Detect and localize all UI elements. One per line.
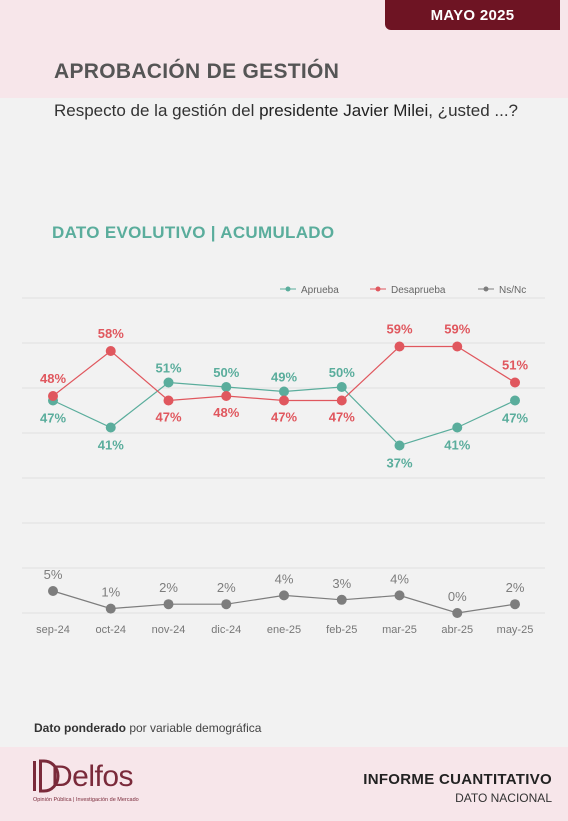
data-point <box>336 395 347 406</box>
page-title: APROBACIÓN DE GESTIÓN <box>54 60 340 83</box>
delfos-logo-icon <box>33 759 60 793</box>
data-point <box>336 382 347 392</box>
x-tick-label: oct-24 <box>95 624 126 636</box>
data-point <box>452 608 463 618</box>
data-point <box>510 377 520 388</box>
question-emphasis: presidente Javier Milei <box>259 101 428 120</box>
data-point <box>48 586 58 596</box>
data-label: 4% <box>390 571 409 586</box>
footnote: Dato ponderado por variable demográfica <box>34 721 261 735</box>
data-label: 50% <box>213 365 239 380</box>
legend-swatch-dot <box>285 286 291 292</box>
data-point <box>105 422 116 433</box>
section-title-main: DATO EVOLUTIVO <box>52 223 206 242</box>
data-label: 0% <box>448 589 467 604</box>
data-label: 47% <box>502 411 528 426</box>
data-point <box>163 377 174 388</box>
legend-label: Aprueba <box>301 285 339 296</box>
data-point <box>452 341 463 352</box>
footnote-bold: Dato ponderado <box>34 721 126 735</box>
data-label: 47% <box>271 410 297 425</box>
data-point <box>336 594 347 605</box>
legend-swatch-dot <box>375 286 381 292</box>
x-tick-label: dic-24 <box>211 624 241 636</box>
data-label: 49% <box>271 370 297 385</box>
data-point <box>394 341 405 352</box>
x-tick-label: mar-25 <box>382 624 417 636</box>
x-tick-label: ene-25 <box>267 624 301 636</box>
data-point <box>279 386 289 397</box>
x-tick-label: sep-24 <box>36 624 70 636</box>
data-point <box>510 599 520 610</box>
data-point <box>105 603 116 614</box>
data-label: 51% <box>502 358 528 373</box>
question-prefix: Respecto de la gestión del <box>54 101 260 120</box>
data-label: 51% <box>155 361 181 376</box>
section-title-sub: ACUMULADO <box>220 223 335 242</box>
data-label: 59% <box>444 322 470 337</box>
data-label: 47% <box>40 411 66 426</box>
data-label: 47% <box>329 410 355 425</box>
data-label: 59% <box>386 322 412 337</box>
data-label: 1% <box>101 585 120 600</box>
data-point <box>394 590 405 601</box>
data-label: 3% <box>332 576 351 591</box>
x-tick-label: feb-25 <box>326 624 357 636</box>
x-tick-label: nov-24 <box>152 624 186 636</box>
data-point <box>452 422 463 433</box>
data-label: 50% <box>329 365 355 380</box>
data-label: 5% <box>44 567 63 582</box>
legend-label: Ns/Nc <box>499 285 526 296</box>
survey-question: Respecto de la gestión del presidente Ja… <box>54 101 518 121</box>
data-point <box>279 395 289 406</box>
footnote-rest: por variable demográfica <box>126 721 262 735</box>
month-badge: MAYO 2025 <box>385 0 560 30</box>
data-label: 41% <box>444 438 470 453</box>
data-point <box>48 391 58 401</box>
question-suffix: , ¿usted ...? <box>428 101 518 120</box>
x-tick-label: abr-25 <box>441 624 473 636</box>
report-subtitle: DATO NACIONAL <box>455 791 552 805</box>
logo-wordmark: Delfos <box>51 760 134 793</box>
data-label: 4% <box>275 571 294 586</box>
data-point <box>105 346 116 356</box>
logo-tagline: Opinión Pública | Investigación de Merca… <box>33 797 139 803</box>
section-title: DATO EVOLUTIVO | ACUMULADO <box>52 223 334 243</box>
data-point <box>394 440 405 451</box>
data-point <box>221 391 232 401</box>
section-title-divider: | <box>210 223 216 242</box>
legend-swatch-dot <box>483 286 489 292</box>
data-label: 2% <box>217 580 236 595</box>
data-point <box>221 599 232 610</box>
evolution-chart: Aprueba Desaprueba Ns/Nc 47% 48% 41% 58% 51% 47%… <box>22 285 545 636</box>
data-point <box>510 395 520 406</box>
legend-label: Desaprueba <box>391 285 446 296</box>
data-label: 37% <box>386 456 412 471</box>
data-label: 47% <box>155 410 181 425</box>
x-tick-label: may-25 <box>497 624 534 636</box>
report-title: INFORME CUANTITATIVO <box>363 771 552 788</box>
question-emphasis-text: presidente Javier Milei <box>259 101 429 120</box>
data-label: 41% <box>98 438 124 453</box>
data-label: 58% <box>98 326 124 341</box>
data-point <box>279 590 289 601</box>
data-point <box>163 395 174 406</box>
data-label: 2% <box>159 580 178 595</box>
data-label: 48% <box>40 371 66 386</box>
footer-band <box>0 747 568 821</box>
data-label: 48% <box>213 405 239 420</box>
data-label: 2% <box>506 580 525 595</box>
data-point <box>163 599 174 610</box>
data-point <box>221 382 232 392</box>
